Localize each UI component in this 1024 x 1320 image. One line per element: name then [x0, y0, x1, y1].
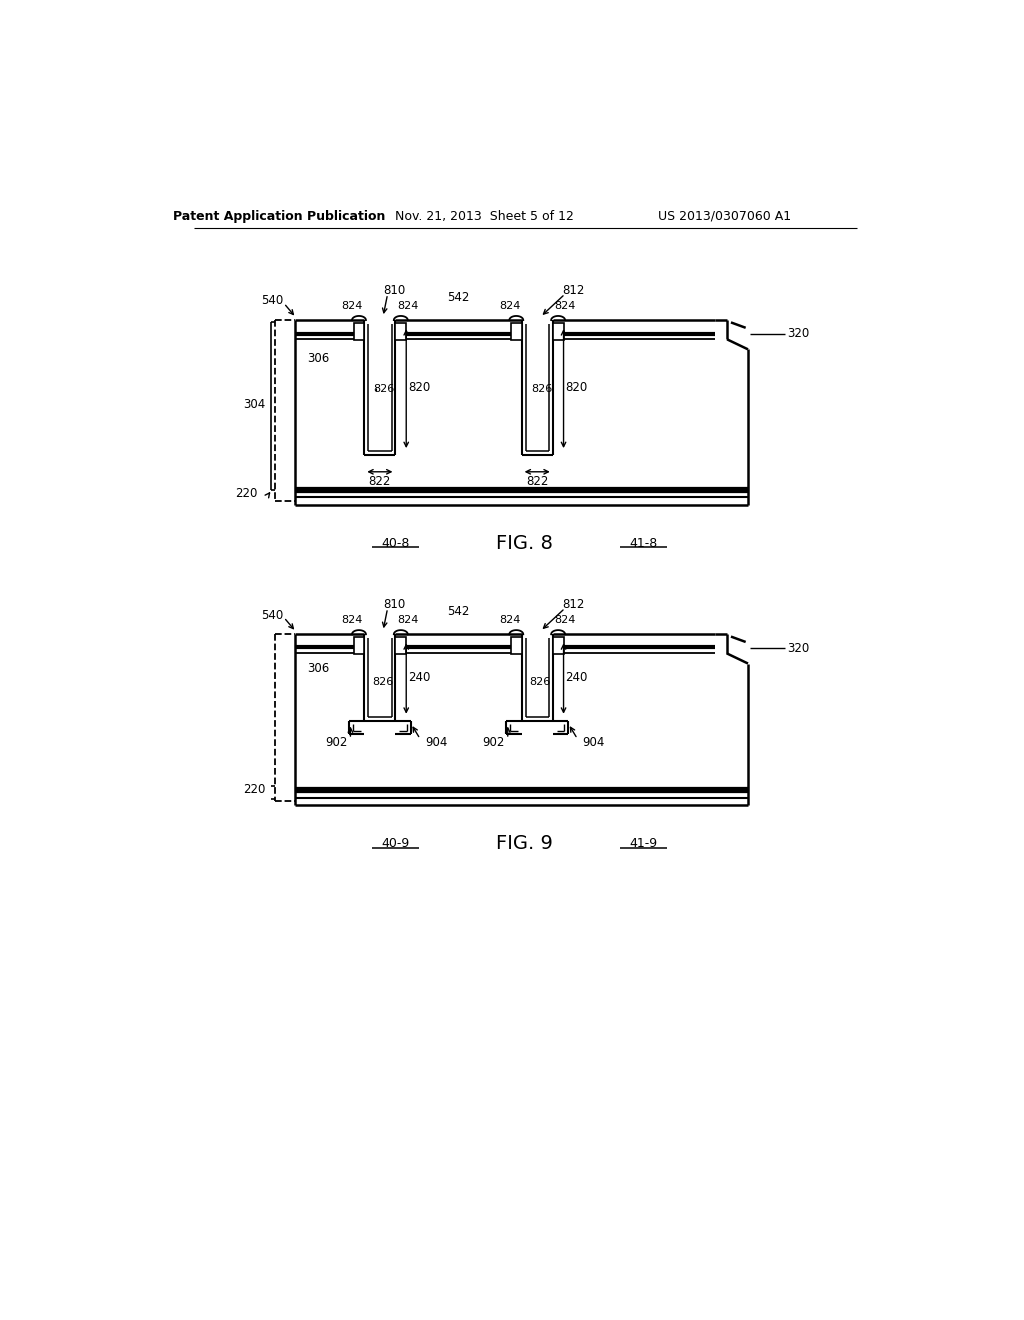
Bar [395, 638, 407, 655]
Text: 40-9: 40-9 [381, 837, 410, 850]
Bar [553, 323, 563, 341]
Text: 812: 812 [562, 284, 585, 297]
Text: 824: 824 [341, 301, 362, 312]
Text: 904: 904 [583, 735, 604, 748]
Bar [553, 638, 563, 655]
Text: 822: 822 [369, 474, 391, 487]
Text: 824: 824 [499, 301, 520, 312]
Text: FIG. 9: FIG. 9 [497, 834, 553, 853]
Text: 220: 220 [243, 783, 265, 796]
Text: 822: 822 [526, 474, 549, 487]
Bar [353, 323, 365, 341]
Text: FIG. 8: FIG. 8 [497, 533, 553, 553]
Text: 824: 824 [554, 615, 575, 626]
Text: 810: 810 [384, 598, 406, 611]
Text: 820: 820 [408, 380, 430, 393]
Text: 40-8: 40-8 [381, 537, 410, 550]
Bar [395, 323, 407, 341]
Text: 826: 826 [374, 384, 395, 395]
Text: 320: 320 [786, 327, 809, 341]
Text: 320: 320 [786, 642, 809, 655]
Text: 542: 542 [446, 605, 469, 618]
Text: 306: 306 [307, 663, 329, 676]
Text: 824: 824 [397, 301, 418, 312]
Text: 902: 902 [482, 735, 505, 748]
Text: 824: 824 [341, 615, 362, 626]
Text: 304: 304 [243, 399, 265, 412]
Text: 904: 904 [425, 735, 447, 748]
Text: Nov. 21, 2013  Sheet 5 of 12: Nov. 21, 2013 Sheet 5 of 12 [395, 210, 573, 223]
Bar [353, 638, 365, 655]
Text: 820: 820 [565, 380, 588, 393]
Text: Patent Application Publication: Patent Application Publication [173, 210, 385, 223]
Text: 824: 824 [499, 615, 520, 626]
Text: 812: 812 [562, 598, 585, 611]
Text: 41-9: 41-9 [630, 837, 657, 850]
Text: 240: 240 [408, 671, 430, 684]
Text: 826: 826 [372, 677, 393, 686]
Text: 540: 540 [261, 609, 283, 622]
Text: 542: 542 [446, 290, 469, 304]
Text: US 2013/0307060 A1: US 2013/0307060 A1 [658, 210, 792, 223]
Text: 540: 540 [261, 294, 283, 308]
Text: 824: 824 [554, 301, 575, 312]
Text: 810: 810 [384, 284, 406, 297]
Text: 41-8: 41-8 [630, 537, 657, 550]
Text: 826: 826 [531, 384, 552, 395]
Text: 902: 902 [325, 735, 347, 748]
Text: 826: 826 [529, 677, 551, 686]
Text: 220: 220 [236, 487, 257, 500]
Text: 240: 240 [565, 671, 588, 684]
Text: 824: 824 [397, 615, 418, 626]
Bar [511, 638, 521, 655]
Bar [511, 323, 521, 341]
Text: 306: 306 [307, 352, 329, 366]
